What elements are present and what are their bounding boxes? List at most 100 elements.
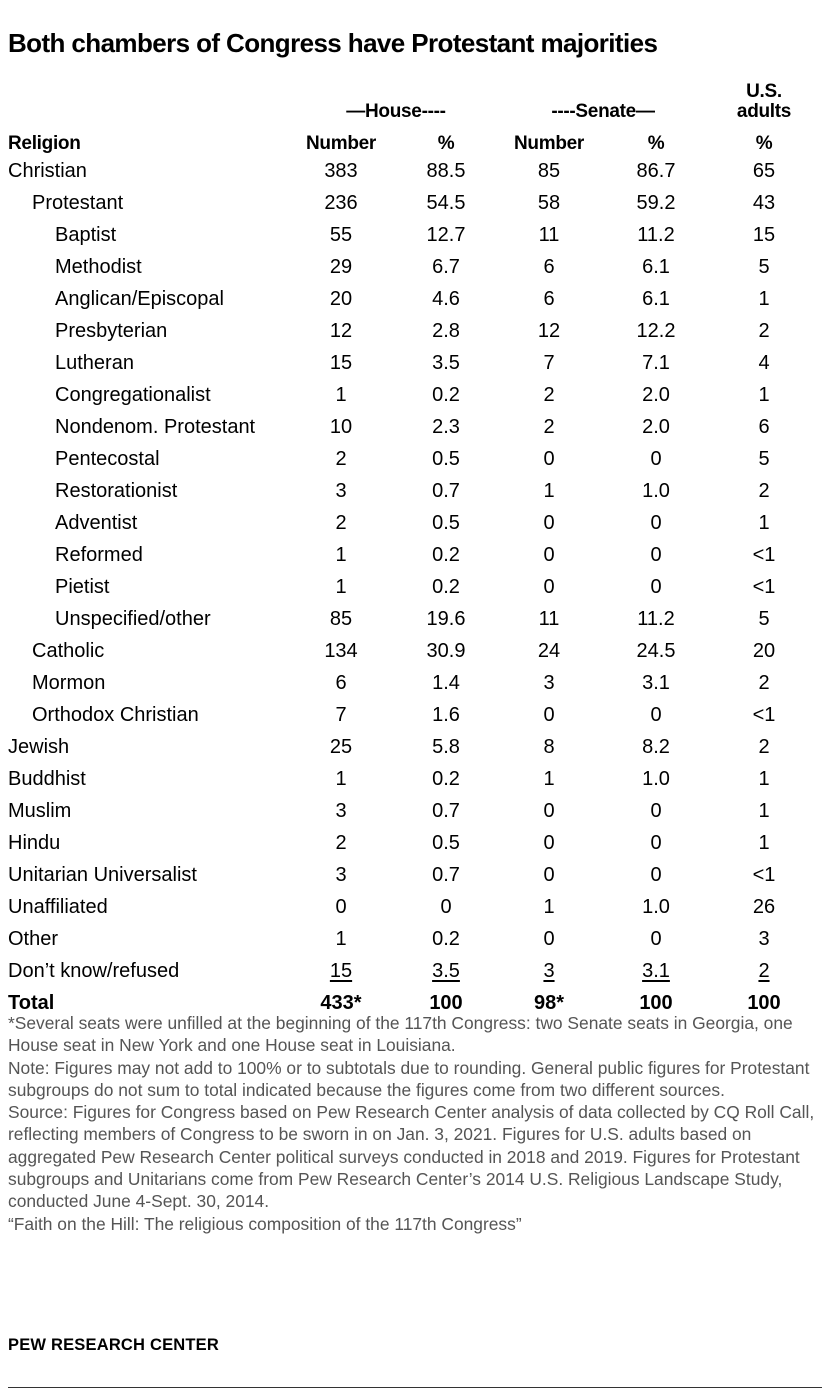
row-label: Unaffiliated [8,896,108,918]
cell-us-adults-pct: <1 [752,544,776,566]
cell-senate-number: 0 [543,864,555,886]
row-label: Other [8,928,59,950]
cell-us-adults-pct: 5 [758,256,770,278]
cell-senate-number: 0 [543,576,555,598]
cell-house-number: 3 [335,480,347,502]
cell-house-pct: 0.2 [432,544,460,566]
table-row: Catholic 134 30.9 24 24.5 20 [0,635,830,667]
cell-house-pct: 4.6 [432,288,460,310]
cell-house-pct: 54.5 [426,192,466,214]
cell-house-pct: 30.9 [426,640,466,662]
cell-senate-number: 58 [537,192,561,214]
cell-senate-number: 0 [543,704,555,726]
row-label: Mormon [32,672,106,694]
cell-senate-number: 0 [543,544,555,566]
footnote-note: Note: Figures may not add to 100% or to … [8,1057,810,1100]
cell-us-adults-pct: 2 [758,320,770,342]
bottom-divider [8,1387,822,1388]
cell-senate-pct: 0 [650,704,662,726]
cell-us-adults-pct: 6 [758,416,770,438]
cell-senate-number: 0 [543,832,555,854]
row-label: Restorationist [55,480,178,502]
cell-senate-pct: 3.1 [642,960,670,982]
cell-us-adults-pct: 1 [758,832,770,854]
row-label: Hindu [8,832,61,854]
table-row: Lutheran 15 3.5 7 7.1 4 [0,347,830,379]
cell-house-pct: 3.5 [432,352,460,374]
table-row: Orthodox Christian 7 1.6 0 0 <1 [0,699,830,731]
chart-title: Both chambers of Congress have Protestan… [8,28,658,58]
col-header-us-pct: % [755,133,773,154]
cell-us-adults-pct: 100 [747,992,781,1014]
cell-house-number: 0 [335,896,347,918]
row-label: Nondenom. Protestant [55,416,256,438]
cell-house-pct: 3.5 [432,960,460,982]
col-header-senate-number: Number [514,133,584,154]
cell-house-number: 2 [335,832,347,854]
table-row: Total 433* 100 98* 100 100 [0,987,830,1019]
footnote-report-title: “Faith on the Hill: The religious compos… [8,1213,522,1234]
religion-header: Religion [8,133,81,154]
cell-senate-number: 7 [543,352,555,374]
table-row: Baptist 55 12.7 11 11.2 15 [0,219,830,251]
cell-house-number: 3 [335,864,347,886]
cell-house-pct: 100 [429,992,463,1014]
cell-senate-pct: 6.1 [642,288,670,310]
row-label: Presbyterian [55,320,168,342]
cell-house-number: 1 [335,384,347,406]
row-label: Jewish [8,736,70,758]
cell-house-number: 2 [335,448,347,470]
cell-senate-number: 6 [543,288,555,310]
row-label: Adventist [55,512,138,534]
cell-house-pct: 0.5 [432,832,460,854]
table-row: Mormon 6 1.4 3 3.1 2 [0,667,830,699]
cell-senate-pct: 0 [650,576,662,598]
row-label: Catholic [32,640,105,662]
cell-house-pct: 6.7 [432,256,460,278]
cell-senate-pct: 1.0 [642,768,670,790]
cell-senate-number: 98* [533,992,565,1014]
cell-house-number: 134 [324,640,358,662]
cell-us-adults-pct: <1 [752,864,776,886]
table-row: Presbyterian 12 2.8 12 12.2 2 [0,315,830,347]
cell-senate-pct: 24.5 [636,640,676,662]
cell-house-number: 1 [335,544,347,566]
cell-senate-number: 2 [543,416,555,438]
footnote-asterisk: *Several seats were unfilled at the begi… [8,1013,793,1056]
table-row: Reformed 1 0.2 0 0 <1 [0,539,830,571]
cell-house-pct: 88.5 [426,160,466,182]
cell-house-pct: 0.2 [432,928,460,950]
table-row: Restorationist 3 0.7 1 1.0 2 [0,475,830,507]
cell-house-number: 12 [329,320,353,342]
cell-house-pct: 2.8 [432,320,460,342]
brand-logo-text: PEW RESEARCH CENTER [8,1336,219,1354]
cell-senate-pct: 1.0 [642,896,670,918]
table-row: Pentecostal 2 0.5 0 0 5 [0,443,830,475]
cell-us-adults-pct: 15 [752,224,776,246]
cell-senate-number: 1 [543,896,555,918]
cell-senate-number: 6 [543,256,555,278]
cell-us-adults-pct: 2 [758,736,770,758]
cell-house-number: 383 [324,160,358,182]
cell-us-adults-pct: 5 [758,448,770,470]
cell-senate-pct: 100 [639,992,673,1014]
row-label: Reformed [55,544,143,566]
table-row: Unspecified/other 85 19.6 11 11.2 5 [0,603,830,635]
cell-house-number: 3 [335,800,347,822]
table-row: Hindu 2 0.5 0 0 1 [0,827,830,859]
cell-us-adults-pct: 1 [758,512,770,534]
table-row: Pietist 1 0.2 0 0 <1 [0,571,830,603]
cell-house-pct: 19.6 [426,608,466,630]
row-label: Protestant [32,192,124,214]
cell-house-number: 1 [335,576,347,598]
cell-senate-number: 85 [537,160,561,182]
table-row: Unitarian Universalist 3 0.7 0 0 <1 [0,859,830,891]
us-adults-header: U.S. adults [736,81,792,122]
cell-house-pct: 0.7 [432,800,460,822]
cell-house-pct: 0.5 [432,512,460,534]
cell-house-number: 15 [329,960,353,982]
cell-us-adults-pct: 3 [758,928,770,950]
cell-house-number: 55 [329,224,353,246]
cell-house-pct: 0 [440,896,452,918]
row-label: Pietist [55,576,110,598]
